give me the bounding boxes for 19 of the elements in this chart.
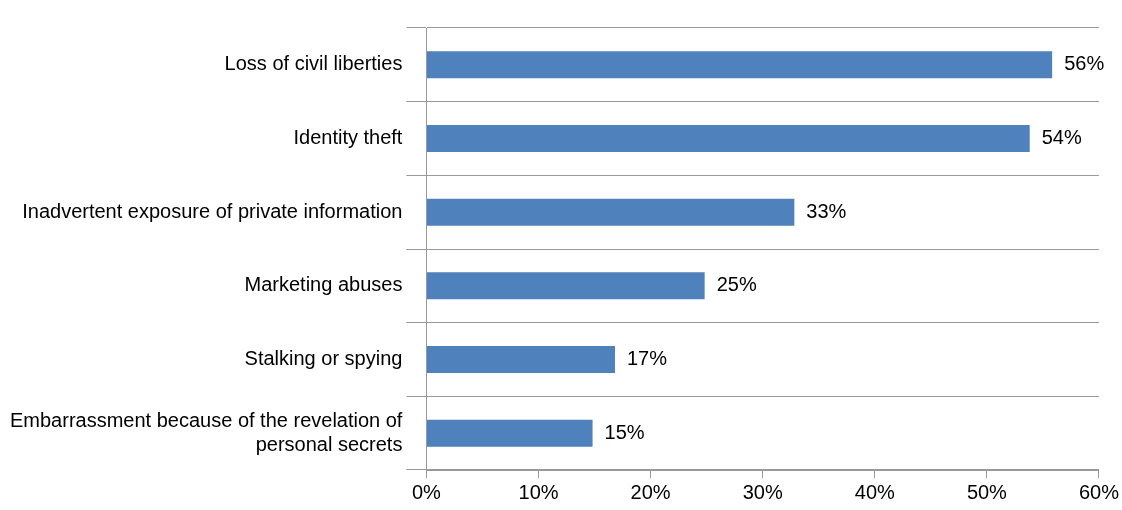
x-tick-label: 30%	[742, 480, 783, 503]
data-label: 25%	[716, 273, 757, 296]
x-tick-label: 60%	[1078, 480, 1120, 503]
y-tick-label: Loss of civil liberties	[224, 52, 403, 75]
y-tick-label: Identity theft	[293, 126, 403, 149]
data-label: 54%	[1041, 126, 1082, 149]
y-tick-label: Embarrassment because of the revelation of personal secrets	[9, 408, 403, 455]
x-tick-label: 40%	[854, 480, 896, 503]
data-label: 17%	[626, 347, 668, 370]
y-tick-label: Marketing abuses	[244, 273, 403, 296]
x-tick-label: 20%	[630, 480, 671, 503]
data-label: 56%	[1064, 52, 1105, 75]
x-tick-label: 0%	[411, 480, 442, 503]
data-label: 33%	[806, 199, 847, 222]
y-tick-label: Inadvertent exposure of private information	[22, 199, 403, 222]
x-tick-label: 50%	[966, 480, 1008, 503]
x-tick-label: 10%	[518, 480, 559, 503]
y-tick-label: Stalking or spying	[244, 347, 403, 370]
data-label: 15%	[604, 420, 645, 443]
